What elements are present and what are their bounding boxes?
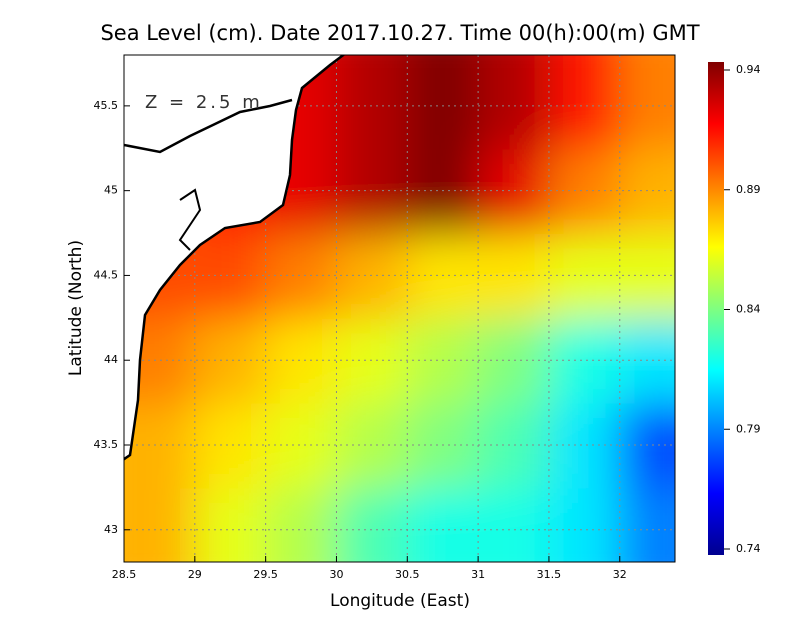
- coastline: [124, 98, 293, 154]
- heat-cell: [265, 233, 338, 319]
- x-tick-label: 29.5: [253, 568, 278, 581]
- x-axis-label: Longitude (East): [330, 591, 470, 611]
- heat-cell: [407, 55, 480, 150]
- heat-cell: [194, 233, 267, 319]
- heat-cell: [478, 317, 550, 404]
- heat-cell: [548, 317, 621, 404]
- plot-frame: [123, 54, 676, 563]
- plot-area: Z = 2.5 m: [124, 55, 675, 562]
- heat-cell: [619, 487, 675, 562]
- heat-cell: [619, 317, 675, 404]
- y-tick-label: 45.5: [94, 99, 119, 112]
- heat-cell: [619, 55, 675, 150]
- colorbar-tick-label: 0.89: [736, 183, 761, 196]
- heat-cell: [265, 402, 338, 489]
- heat-cell: [336, 317, 409, 404]
- heat-cell: [548, 55, 621, 150]
- heat-cell: [548, 233, 621, 319]
- heat-cell: [265, 317, 338, 404]
- heat-cell: [407, 487, 480, 562]
- heat-cell: [124, 487, 196, 562]
- heat-cell: [407, 317, 480, 404]
- heat-cell: [265, 487, 338, 562]
- colorbar-tick-label: 0.84: [736, 303, 761, 316]
- y-tick-label: 45: [104, 184, 118, 197]
- heat-cell: [336, 487, 409, 562]
- x-tick-label: 31: [471, 568, 485, 581]
- colorbar-tick-label: 0.74: [736, 542, 761, 555]
- heat-cell: [194, 402, 267, 489]
- y-tick-label: 44.5: [94, 268, 119, 281]
- chart-title: Sea Level (cm). Date 2017.10.27. Time 00…: [100, 21, 699, 45]
- colorbar-tick-label: 0.94: [736, 63, 761, 76]
- heat-cell: [478, 487, 550, 562]
- y-tick-label: 43.5: [94, 438, 119, 451]
- coastline: [178, 188, 202, 251]
- heat-cell: [478, 55, 550, 150]
- y-axis-label: Latitude (North): [66, 240, 86, 376]
- x-tick-label: 32: [613, 568, 627, 581]
- heat-cell: [548, 402, 621, 489]
- x-tick-label: 30.5: [395, 568, 420, 581]
- colorbar: [708, 62, 724, 555]
- heat-cell: [548, 487, 621, 562]
- heat-cell: [336, 148, 409, 235]
- y-tick-label: 43: [104, 523, 118, 536]
- heat-cell: [336, 233, 409, 319]
- depth-annotation: Z = 2.5 m: [145, 92, 263, 113]
- heat-cell: [548, 148, 621, 235]
- colorbar-tick-label: 0.79: [736, 422, 761, 435]
- x-tick-label: 29: [188, 568, 202, 581]
- y-tick-label: 44: [104, 353, 118, 366]
- heat-cell: [194, 317, 267, 404]
- heat-cell: [336, 55, 409, 150]
- land: [124, 55, 346, 461]
- heat-cell: [194, 487, 267, 562]
- x-tick-label: 28.5: [112, 568, 137, 581]
- x-tick-label: 31.5: [537, 568, 562, 581]
- heat-cell: [336, 402, 409, 489]
- x-tick-label: 30: [329, 568, 343, 581]
